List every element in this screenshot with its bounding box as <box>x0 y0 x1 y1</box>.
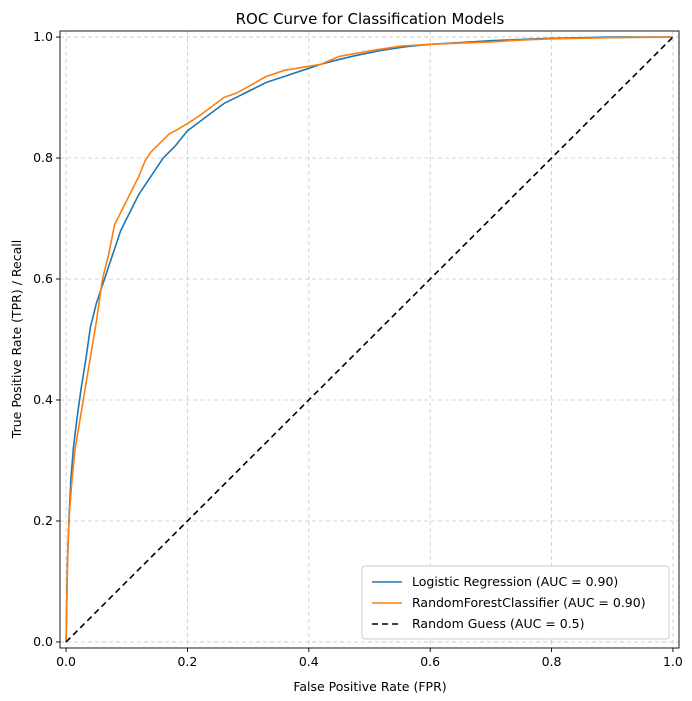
plot-area: 0.0 0.2 0.4 0.6 0.8 1.0 0.0 0.2 0.4 0.6 0.8 1.0 <box>33 29 683 669</box>
legend-label-2: Random Guess (AUC = 0.5) <box>412 616 585 631</box>
x-tick-label-0: 0.0 <box>56 654 76 669</box>
y-tick-label-4: 0.8 <box>33 150 53 165</box>
y-tick-label-5: 1.0 <box>33 29 53 44</box>
x-tick-label-2: 0.4 <box>299 654 319 669</box>
y-tick-label-0: 0.0 <box>33 634 53 649</box>
y-axis-label: True Positive Rate (TPR) / Recall <box>9 240 24 439</box>
legend-label-0: Logistic Regression (AUC = 0.90) <box>412 574 618 589</box>
legend-label-1: RandomForestClassifier (AUC = 0.90) <box>412 595 646 610</box>
y-tick-label-2: 0.4 <box>33 392 53 407</box>
x-tick-label-5: 1.0 <box>663 654 683 669</box>
legend: Logistic Regression (AUC = 0.90) RandomFo… <box>361 565 670 640</box>
y-tick-label-3: 0.6 <box>33 271 53 286</box>
series-line-1 <box>65 36 673 642</box>
chart-title: ROC Curve for Classification Models <box>236 10 505 28</box>
x-axis-label: False Positive Rate (FPR) <box>293 679 446 694</box>
x-tick-label-1: 0.2 <box>177 654 197 669</box>
legend-box <box>361 565 670 640</box>
y-tick-label-1: 0.2 <box>33 513 53 528</box>
x-tick-label-3: 0.6 <box>420 654 440 669</box>
series-line-2 <box>65 36 674 643</box>
x-tick-label-4: 0.8 <box>542 654 562 669</box>
axes-frame <box>59 30 680 649</box>
